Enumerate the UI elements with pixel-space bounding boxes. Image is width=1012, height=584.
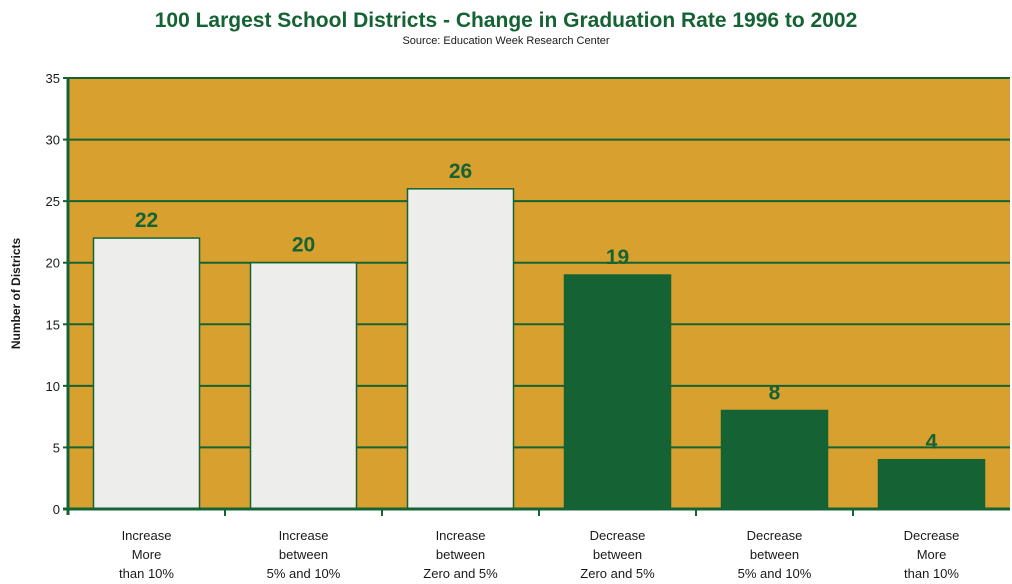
bar [92, 237, 201, 510]
x-axis-ticks: Increase More than 10% Increase between 5% an… [119, 528, 959, 581]
y-tick-label: 5 [53, 440, 60, 455]
y-axis-ticks: 0 5 10 15 20 25 30 35 [46, 71, 68, 517]
y-tick-label: 35 [46, 71, 60, 86]
y-tick-label: 25 [46, 194, 60, 209]
y-tick-label: 10 [46, 379, 60, 394]
x-tick-label: Increase between Zero and 5% [423, 528, 498, 581]
plot-area [68, 78, 1010, 509]
bar [877, 458, 986, 510]
grid-lines [68, 77, 1010, 449]
chart-title: 100 Largest School Districts - Change in… [155, 9, 858, 32]
bar [720, 409, 829, 510]
data-label: 20 [292, 234, 315, 257]
data-label: 26 [449, 160, 472, 183]
bars [92, 188, 986, 510]
data-labels: 22 20 26 19 8 4 [135, 160, 938, 454]
x-tick-label: Decrease between Zero and 5% [580, 528, 655, 581]
bar [406, 188, 515, 510]
x-tick-label: Increase between 5% and 10% [267, 528, 341, 581]
data-label: 22 [135, 209, 158, 232]
x-tick-label: Decrease More than 10% [904, 528, 960, 581]
y-tick-label: 0 [53, 502, 60, 517]
chart-subtitle: Source: Education Week Research Center [402, 35, 609, 47]
x-tick-label: Increase More than 10% [119, 528, 174, 581]
y-tick-label: 15 [46, 317, 60, 332]
x-tick-label: Decrease between 5% and 10% [738, 528, 812, 581]
y-axis-label: Number of Districts [9, 238, 23, 350]
bar [563, 274, 672, 510]
data-label: 4 [926, 431, 938, 454]
data-label: 19 [606, 246, 629, 269]
axes [63, 78, 1010, 516]
y-tick-label: 30 [46, 133, 60, 148]
data-label: 8 [769, 381, 781, 404]
bar [249, 261, 358, 510]
y-tick-label: 20 [46, 256, 60, 271]
